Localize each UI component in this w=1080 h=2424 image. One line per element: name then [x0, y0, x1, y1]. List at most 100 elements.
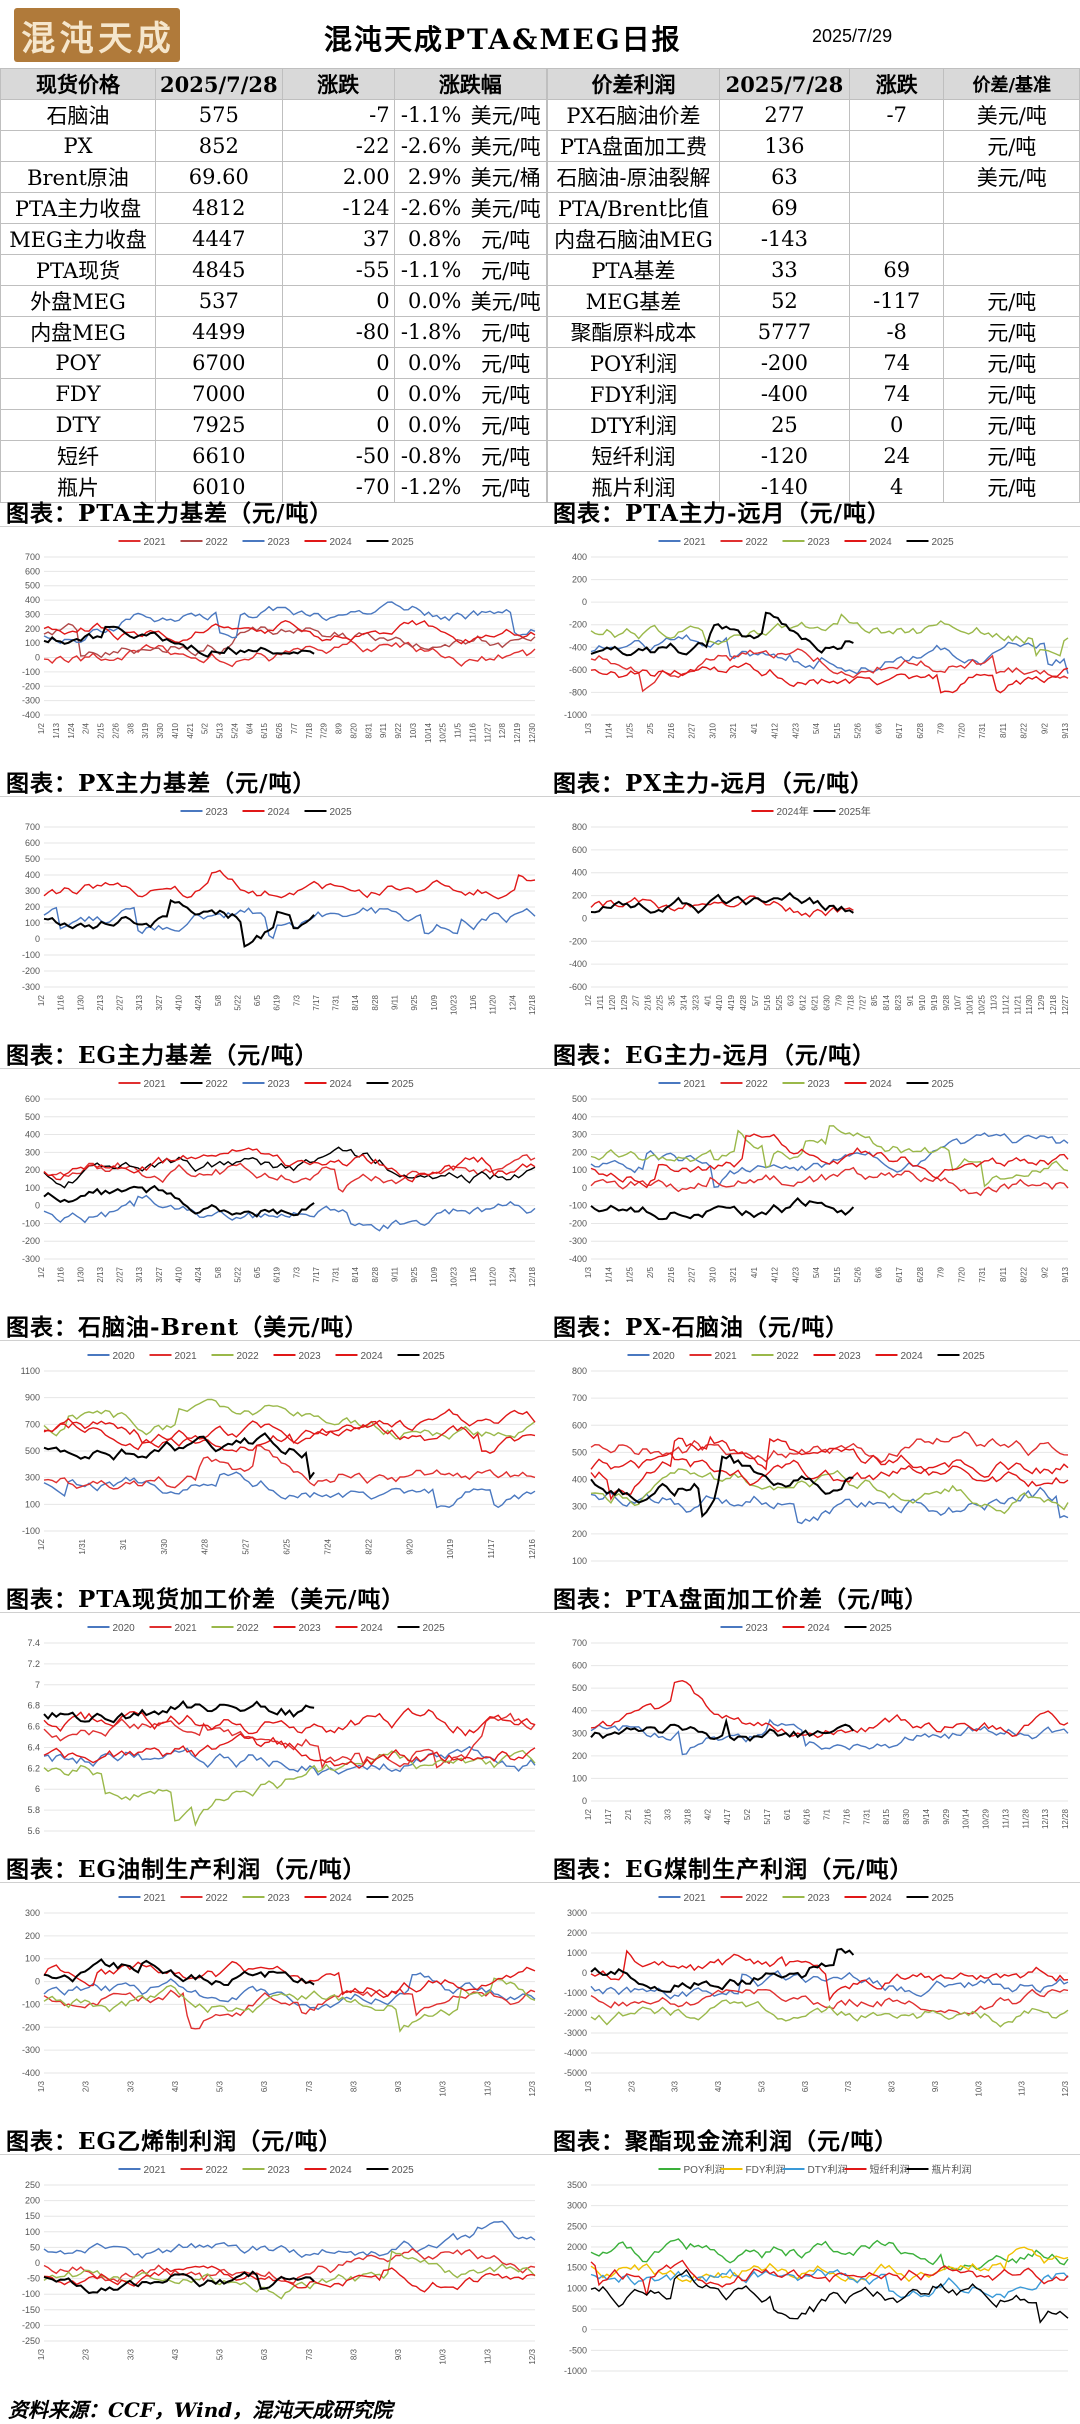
value-cell: 4812: [155, 192, 283, 224]
y-tick-label: 500: [25, 1446, 40, 1456]
y-tick-label: -400: [569, 1254, 587, 1264]
series-line: [590, 895, 854, 918]
line-chart: 2023 2024 2025 700 600 500 400 300 200 100 0 1/2 1/1…: [572, 1623, 1070, 1829]
chart-title: 图表：EG乙烯制利润（元/吨）: [6, 2128, 343, 2155]
table-header: 2025/7/28: [155, 68, 283, 100]
x-tick-label: 4/21: [186, 722, 195, 738]
y-tick-label: 400: [25, 1130, 40, 1140]
x-tick-label: 9/20: [405, 1538, 414, 1554]
legend-label: 瓶片利润: [932, 2163, 972, 2176]
x-tick-label: 3/10: [708, 722, 717, 738]
x-tick-label: 9/2: [1040, 1266, 1049, 1278]
series-line: [590, 1452, 1069, 1488]
legend-label: 2022: [746, 537, 769, 548]
value-cell: 6700: [155, 347, 283, 379]
legend-label: 2024: [330, 1893, 353, 1904]
pct-cell: -1.1%: [393, 99, 466, 131]
y-tick-label: -400: [22, 2068, 40, 2078]
x-tick-label: 6/19: [273, 994, 282, 1010]
change-cell: -80: [281, 316, 395, 348]
series-line: [43, 1745, 536, 1776]
table-row: 内盘石脑油MEG -143: [547, 223, 1080, 255]
x-tick-label: 6/28: [916, 722, 925, 738]
x-tick-label: 7/3: [292, 1266, 301, 1278]
x-tick-label: 10/3: [439, 2080, 448, 2096]
x-tick-label: 2/27: [116, 994, 125, 1010]
x-tick-label: 12/3: [528, 2348, 537, 2364]
y-tick-label: 2500: [567, 2221, 587, 2231]
series-line: [43, 1707, 536, 1737]
x-tick-label: 4/3: [171, 2080, 180, 2092]
series-line: [43, 1147, 536, 1183]
x-tick-label: 8/22: [1020, 722, 1029, 738]
y-tick-label: 300: [572, 1728, 587, 1738]
table-row: Brent原油 69.60 2.00 2.9% 美元/桶: [0, 161, 548, 193]
series-line: [43, 623, 536, 659]
x-tick-label: 6/15: [260, 722, 269, 738]
x-tick-label: 8/9: [335, 722, 344, 734]
y-tick-label: -100: [22, 1999, 40, 2009]
value-cell: 4845: [155, 254, 283, 286]
y-tick-label: 200: [25, 624, 40, 634]
x-tick-label: 3/27: [155, 994, 164, 1010]
change-cell: -124: [281, 192, 395, 224]
x-tick-label: 2/16: [644, 994, 653, 1010]
x-tick-label: 3/3: [664, 1808, 673, 1820]
x-tick-label: 11/3: [989, 994, 998, 1010]
legend-label: 2020: [113, 1623, 136, 1634]
y-tick-label: 0: [35, 1201, 40, 1211]
line-chart: 2021 2022 2023 2024 2025 500 400 300 200 100 0 -100…: [569, 1079, 1070, 1283]
x-tick-label: 3/30: [156, 722, 165, 738]
y-tick-label: -200: [569, 1218, 587, 1228]
series-line: [43, 1184, 315, 1218]
line-chart: 2020 2021 2022 2023 2024 2025 7.4 7.2 7 6.8 6.6 6.4…: [27, 1623, 536, 1836]
table-row: MEG主力收盘 4447 37 0.8% 元/吨: [0, 223, 548, 255]
line-chart: 2020 2021 2022 2023 2024 2025 1100 900 700 500 300…: [21, 1351, 537, 1559]
legend-label: 2025: [392, 537, 415, 548]
legend-label: 2022: [206, 1079, 229, 1090]
legend-label: 短纤利润: [870, 2163, 910, 2176]
x-tick-label: 5/7: [751, 994, 760, 1006]
y-tick-label: -200: [569, 936, 587, 946]
unit-cell: 美元/吨: [943, 99, 1080, 131]
value-cell: 6610: [155, 440, 283, 472]
x-tick-label: 4/12: [771, 1266, 780, 1282]
x-tick-label: 5/26: [854, 1266, 863, 1282]
legend-label: 2025: [423, 1351, 446, 1362]
row-label: POY: [0, 347, 156, 379]
chart-area: 2021 2022 2023 2024 2025 600 500 400 300 200 100 0 -…: [0, 1068, 547, 1302]
x-tick-label: 12/3: [528, 2080, 537, 2096]
y-tick-label: -200: [22, 966, 40, 976]
table-row: DTY 7925 0 0.0% 元/吨: [0, 409, 548, 441]
x-tick-label: 1/24: [67, 722, 76, 738]
x-tick-label: 1/16: [57, 1266, 66, 1282]
x-tick-label: 8/30: [902, 1808, 911, 1824]
series-line: [43, 2250, 536, 2300]
chart-title: 图表：PX主力基差（元/吨）: [6, 770, 317, 797]
x-tick-label: 7/31: [332, 1266, 341, 1282]
x-tick-label: 10/16: [966, 994, 975, 1015]
x-tick-label: 10/9: [430, 1266, 439, 1282]
chart-title: 图表：石脑油-Brent（美元/吨）: [6, 1314, 369, 1341]
change-cell: -7: [281, 99, 395, 131]
legend-label: 2022: [777, 1351, 800, 1362]
series-line: [590, 1970, 1069, 2000]
x-tick-label: 7/18: [846, 994, 855, 1010]
series-line: [590, 662, 1069, 694]
series-line: [43, 1988, 536, 2030]
x-tick-label: 4/23: [791, 1266, 800, 1282]
table-row: 内盘MEG 4499 -80 -1.8% 元/吨: [0, 316, 548, 348]
x-tick-label: 5/22: [233, 994, 242, 1010]
row-label: 石脑油-原油裂解: [547, 161, 720, 193]
x-tick-label: 6/5: [253, 994, 262, 1006]
x-tick-label: 7/3: [305, 2348, 314, 2360]
y-tick-label: 500: [572, 1094, 587, 1104]
change-cell: [848, 161, 945, 193]
series-line: [590, 2246, 1069, 2283]
x-tick-label: 7/31: [862, 1808, 871, 1824]
unit-cell: 美元/吨: [465, 130, 548, 162]
y-tick-label: 200: [25, 2196, 40, 2206]
line-chart: 2023 2024 2025 700 600 500 400 300 200 100 0 -100 -2…: [22, 807, 537, 1015]
y-tick-label: 500: [572, 1683, 587, 1693]
y-tick-label: 50: [30, 2242, 40, 2252]
